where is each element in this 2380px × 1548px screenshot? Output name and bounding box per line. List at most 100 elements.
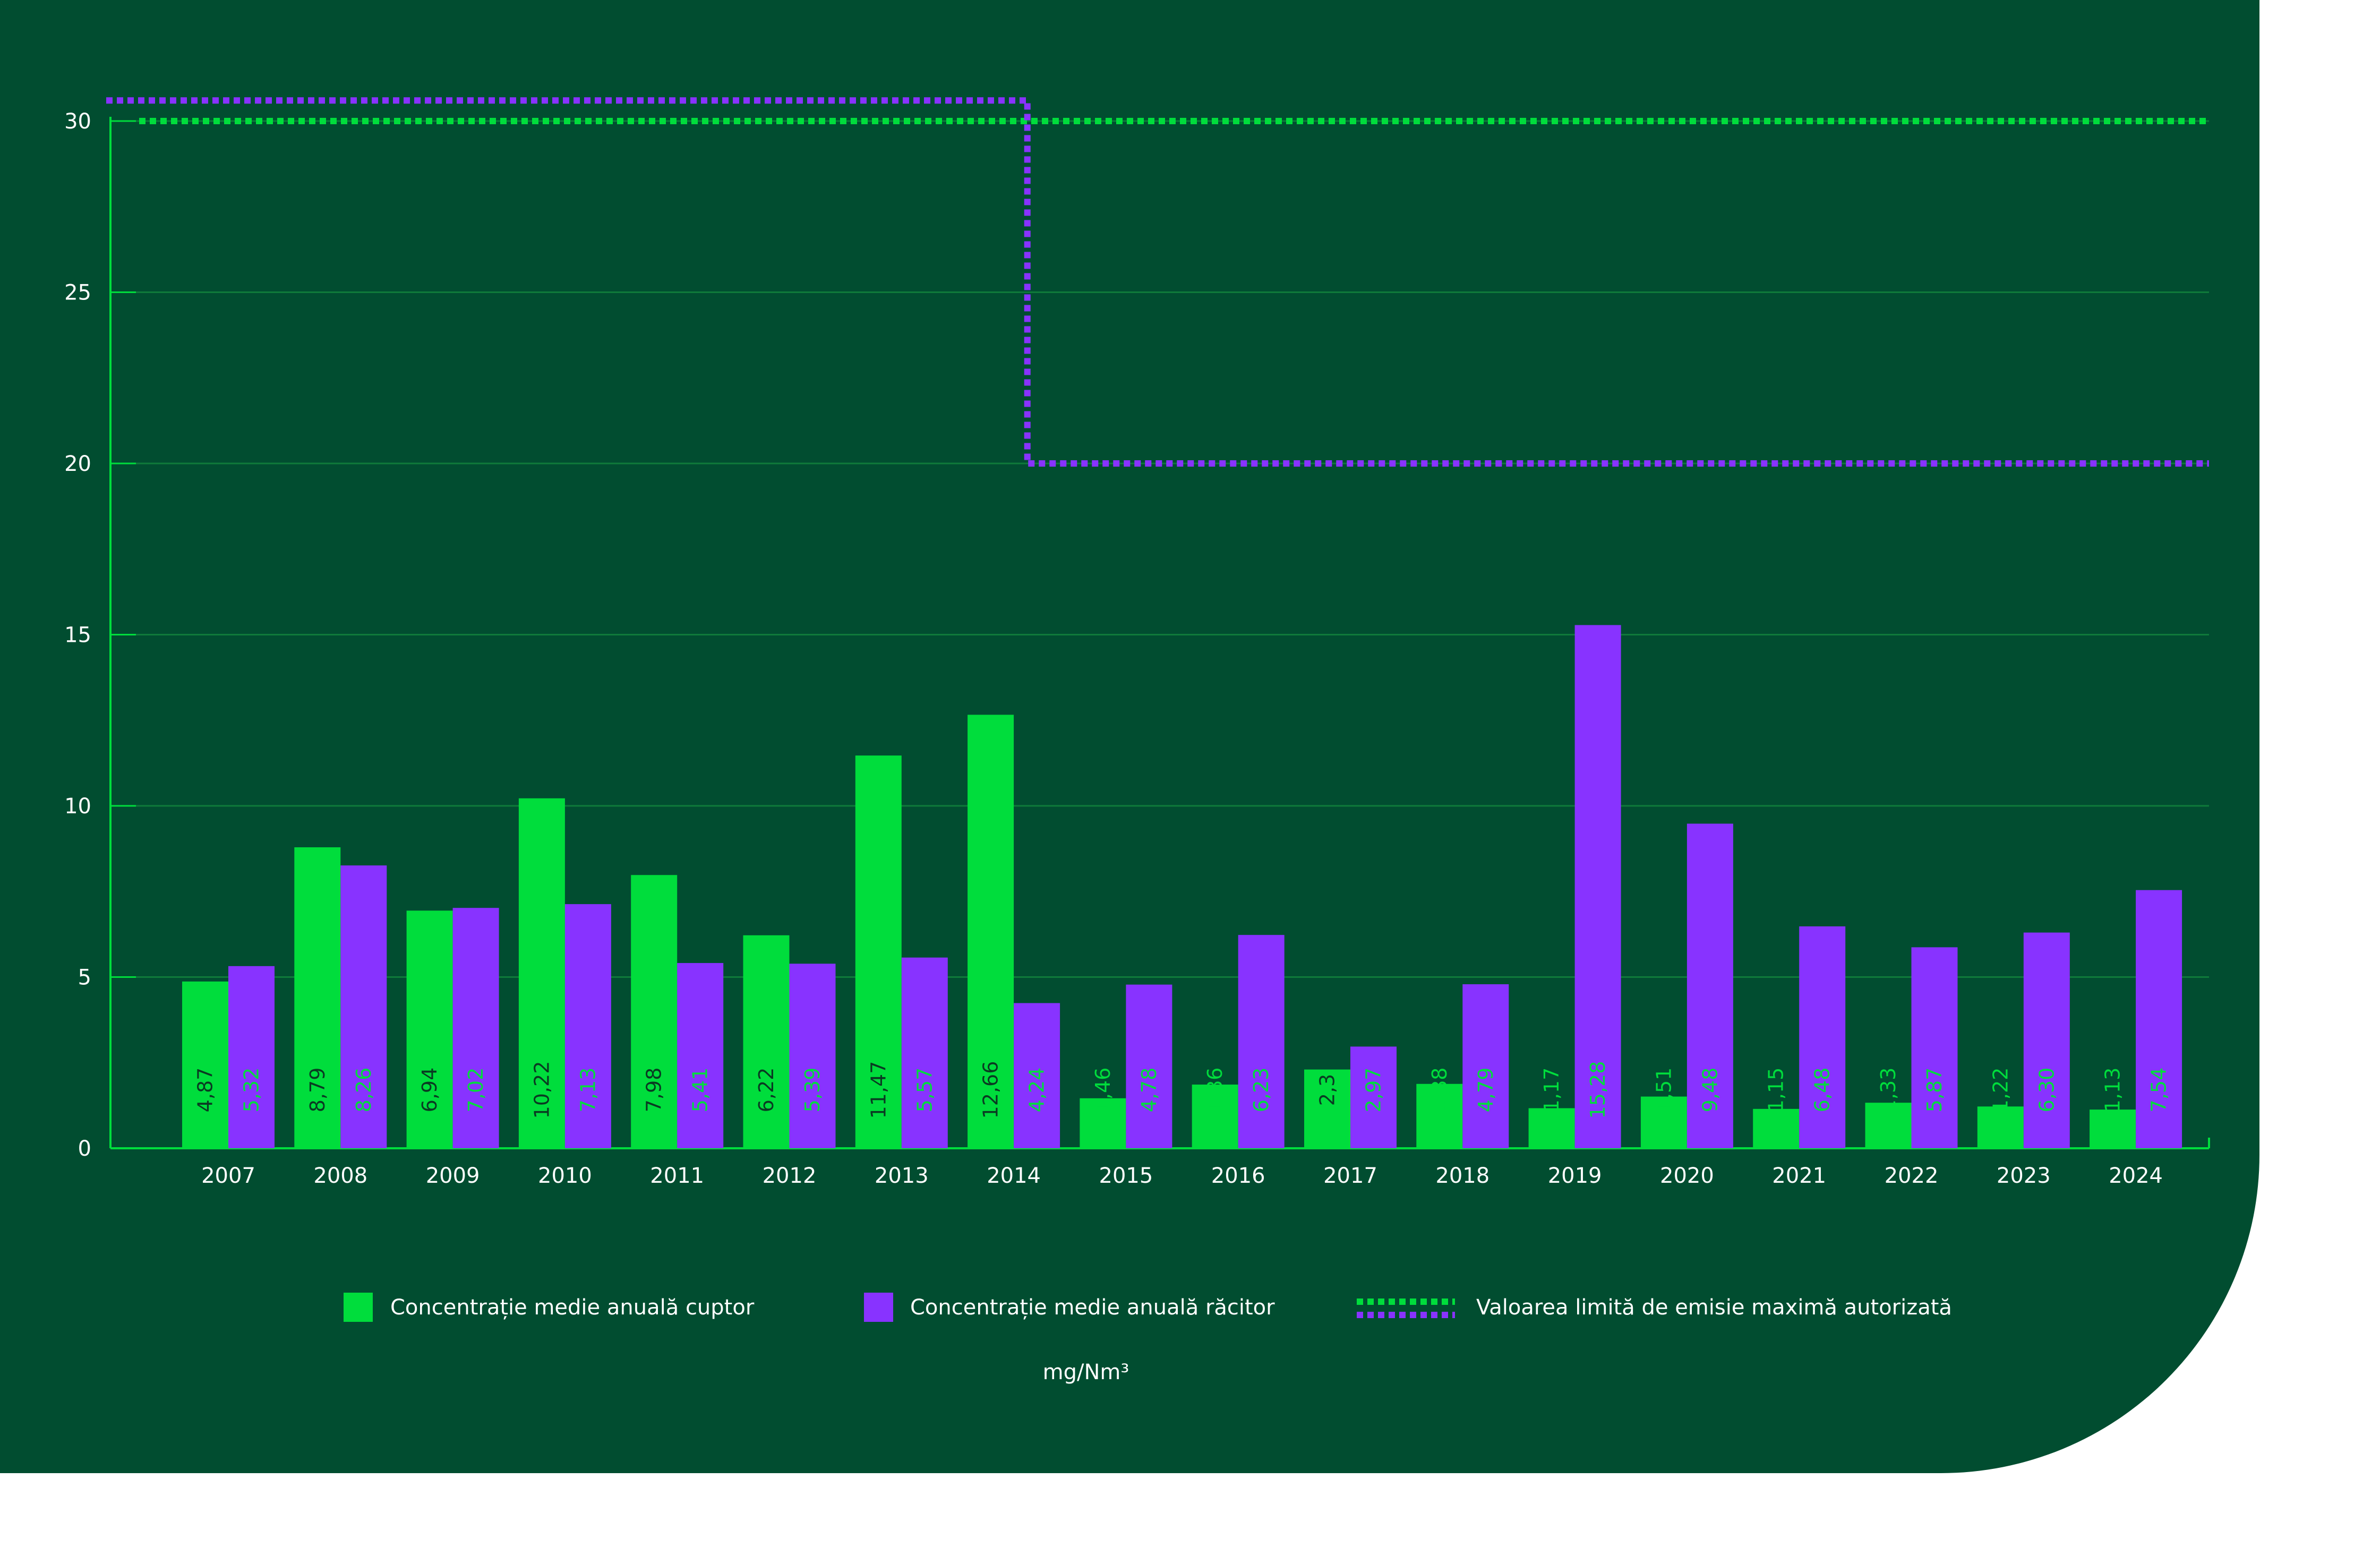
bar-value-label: 1,86	[1203, 1068, 1227, 1113]
bar	[1865, 1103, 1912, 1148]
x-tick-label: 2018	[1435, 1164, 1489, 1188]
bar-value-label: 7,54	[2147, 1068, 2171, 1113]
bar-value-label: 7,98	[643, 1068, 666, 1113]
legend-swatch-cuptor	[344, 1293, 373, 1322]
x-tick-label: 2014	[987, 1164, 1041, 1188]
bar	[1304, 1069, 1350, 1148]
bar	[1686, 823, 1733, 1148]
bar-value-label: 6,94	[418, 1068, 441, 1113]
bar-value-label: 1,88	[1428, 1068, 1451, 1113]
bar-value-label: 4,87	[194, 1068, 217, 1113]
y-tick-label: 10	[64, 794, 91, 819]
bar-value-label: 7,02	[464, 1068, 487, 1113]
bar	[1799, 926, 1846, 1148]
bar-value-label: 1,13	[2101, 1068, 2125, 1113]
x-tick-label: 2023	[1997, 1164, 2051, 1188]
bar-value-label: 4,24	[1025, 1068, 1049, 1113]
bar	[1977, 1106, 2024, 1148]
bar-value-label: 1,15	[1765, 1068, 1788, 1113]
bar-value-label: 5,41	[689, 1068, 712, 1113]
bar	[789, 964, 836, 1148]
bar	[182, 981, 228, 1148]
legend-label-racitor: Concentrație medie anuală răcitor	[910, 1295, 1275, 1320]
bar-value-label: 5,87	[1923, 1068, 1946, 1113]
x-tick-label: 2007	[201, 1164, 255, 1188]
x-tick-label: 2010	[538, 1164, 592, 1188]
bar-value-label: 5,32	[240, 1068, 263, 1113]
bar-value-label: 9,48	[1698, 1068, 1722, 1113]
bar-value-label: 10,22	[530, 1061, 553, 1119]
x-tick-label: 2016	[1211, 1164, 1265, 1188]
bar-value-label: 1,17	[1540, 1068, 1563, 1113]
legend-label-cuptor: Concentrație medie anuală cuptor	[390, 1295, 755, 1320]
bar-value-label: 2,3	[1316, 1074, 1339, 1106]
x-tick-label: 2022	[1885, 1164, 1939, 1188]
bar	[743, 935, 790, 1148]
x-tick-label: 2021	[1772, 1164, 1826, 1188]
bar-value-label: 4,79	[1474, 1068, 1497, 1113]
bar	[1126, 984, 1172, 1148]
bar-value-label: 5,39	[801, 1068, 824, 1113]
bar-value-label: 4,78	[1137, 1068, 1161, 1113]
bar	[1911, 947, 1958, 1148]
y-tick-label: 5	[78, 966, 91, 990]
bar	[1528, 1108, 1575, 1148]
limit-line-purple	[106, 97, 2209, 467]
y-tick-label: 25	[64, 281, 91, 305]
bar-value-label: 15,28	[1586, 1061, 1610, 1119]
bar-value-label: 2,97	[1362, 1068, 1385, 1113]
y-tick-label: 20	[64, 452, 91, 476]
y-tick-label: 15	[64, 623, 91, 648]
bar-value-label: 8,79	[306, 1068, 329, 1113]
x-tick-label: 2024	[2109, 1164, 2163, 1188]
bar-value-label: 5,57	[913, 1068, 936, 1113]
bar	[406, 910, 453, 1148]
chart-background	[0, 0, 2259, 1473]
bar	[1416, 1083, 1463, 1148]
bar	[901, 957, 948, 1148]
x-tick-label: 2011	[650, 1164, 704, 1188]
bar	[2023, 932, 2070, 1148]
bar	[340, 865, 387, 1148]
bar	[1753, 1108, 1800, 1148]
bar	[2136, 890, 2182, 1148]
x-tick-label: 2012	[763, 1164, 817, 1188]
bar-value-label: 1,46	[1091, 1068, 1115, 1113]
bar	[2090, 1110, 2136, 1148]
x-tick-label: 2020	[1660, 1164, 1714, 1188]
bar-value-label: 6,23	[1249, 1068, 1273, 1113]
x-tick-label: 2017	[1323, 1164, 1377, 1188]
y-tick-label: 30	[64, 109, 91, 134]
bar	[631, 875, 678, 1148]
bar	[677, 963, 724, 1148]
x-tick-label: 2009	[426, 1164, 480, 1188]
bar	[1462, 984, 1509, 1148]
x-tick-label: 2013	[875, 1164, 929, 1188]
bar-value-label: 1,22	[1989, 1068, 2012, 1113]
bar-value-label: 8,26	[352, 1068, 375, 1113]
bar	[1574, 625, 1621, 1148]
bar	[518, 798, 565, 1148]
bar	[1192, 1085, 1238, 1148]
bar	[1350, 1046, 1397, 1148]
x-tick-label: 2019	[1548, 1164, 1602, 1188]
x-tick-label: 2008	[313, 1164, 367, 1188]
bar-value-label: 6,30	[2035, 1068, 2058, 1113]
bar	[564, 904, 611, 1148]
bar-value-label: 6,22	[755, 1068, 778, 1113]
bar	[968, 715, 1014, 1148]
bar	[1640, 1096, 1687, 1148]
bar-value-label: 1,33	[1877, 1068, 1900, 1113]
bar	[1014, 1003, 1060, 1148]
bar-value-label: 6,48	[1811, 1068, 1834, 1113]
bar	[228, 966, 275, 1148]
bar-value-label: 12,66	[979, 1061, 1003, 1119]
legend-swatch-racitor	[864, 1293, 893, 1322]
bar	[1238, 935, 1285, 1148]
bar	[452, 908, 499, 1148]
bar	[294, 847, 341, 1148]
bar-value-label: 1,51	[1652, 1068, 1675, 1113]
unit-label: mg/Nm³	[1043, 1360, 1129, 1384]
bar	[1080, 1098, 1126, 1148]
